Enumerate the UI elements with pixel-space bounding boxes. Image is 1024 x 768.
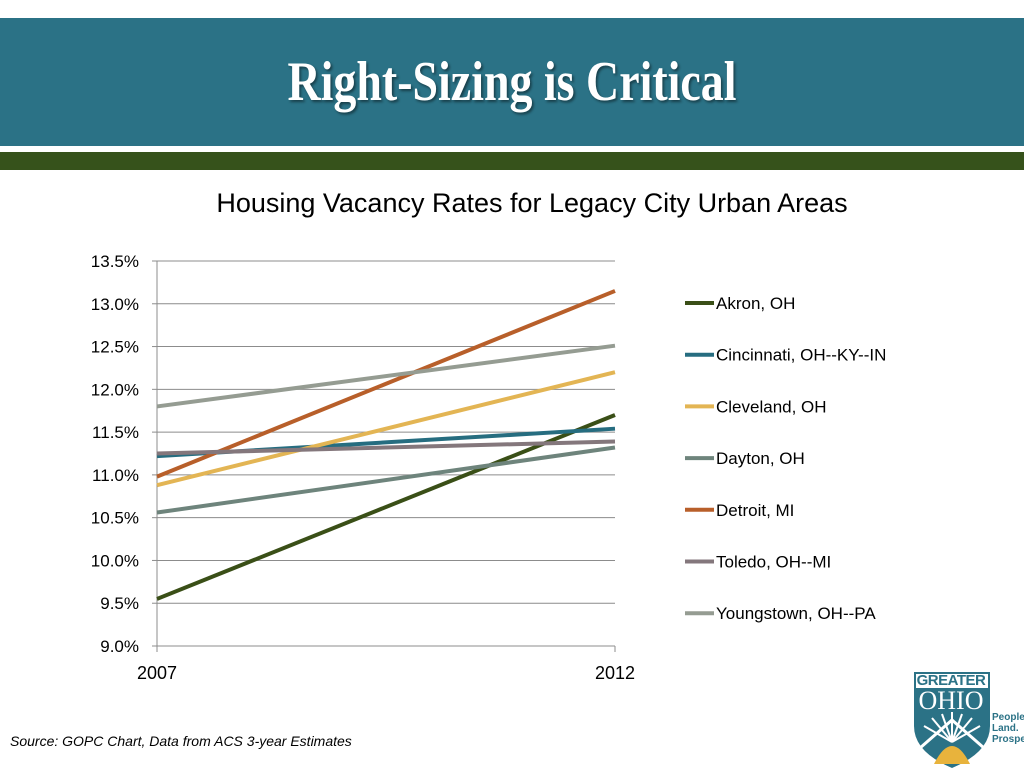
y-tick-label: 11.5% <box>92 423 139 442</box>
series-line <box>156 289 616 479</box>
source-note: Source: GOPC Chart, Data from ACS 3-year… <box>10 733 352 749</box>
tagline-line: Prosper <box>992 734 1024 745</box>
y-tick-label: 9.0% <box>100 637 139 656</box>
x-tick-label: 2007 <box>137 663 177 683</box>
legend-label: Dayton, OH <box>716 449 805 468</box>
series-line <box>156 439 616 456</box>
y-tick-label: 9.5% <box>100 594 139 613</box>
y-tick-label: 10.0% <box>91 551 139 570</box>
legend-label: Akron, OH <box>716 294 795 313</box>
series-line <box>156 445 616 515</box>
y-tick-label: 10.5% <box>91 509 139 528</box>
legend-label: Cincinnati, OH--KY--IN <box>716 346 886 365</box>
y-tick-label: 12.0% <box>91 380 139 399</box>
x-tick-label: 2012 <box>595 663 635 683</box>
series-line <box>156 413 616 601</box>
tagline-line: Land. <box>992 723 1019 734</box>
y-tick-label: 13.5% <box>91 252 139 271</box>
slide-title: Right-Sizing is Critical <box>287 51 737 113</box>
logo-text-ohio: OHIO <box>918 686 984 715</box>
y-tick-label: 11.0% <box>92 466 139 485</box>
logo-shield-icon <box>914 672 990 768</box>
series-line <box>156 370 616 488</box>
y-tick-label: 13.0% <box>91 295 139 314</box>
series-line <box>156 343 616 409</box>
tagline-line: People. <box>992 712 1024 723</box>
y-tick-label: 12.5% <box>91 338 139 357</box>
logo-tagline: People. Land. Prosper <box>992 712 1024 745</box>
legend-label: Youngstown, OH--PA <box>716 604 876 623</box>
chart-title: Housing Vacancy Rates for Legacy City Ur… <box>216 188 848 218</box>
greater-ohio-logo: GREATER OHIO People. Land. Prosper <box>910 668 1024 768</box>
legend-label: Toledo, OH--MI <box>716 553 831 572</box>
logo-text-greater: GREATER <box>916 672 986 689</box>
legend-label: Detroit, MI <box>716 501 794 520</box>
legend-label: Cleveland, OH <box>716 397 827 416</box>
divider-bar <box>0 152 1024 170</box>
title-banner <box>0 18 1024 146</box>
